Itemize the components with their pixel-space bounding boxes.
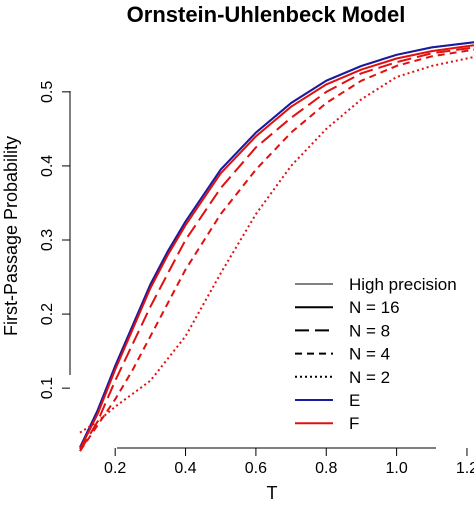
series-line-1 — [79, 41, 474, 448]
plot-area — [79, 41, 474, 452]
series-line-3 — [79, 46, 474, 452]
y-tick-label: 0.3 — [39, 229, 56, 251]
legend-label: High precision — [349, 275, 457, 294]
x-tick-label: 0.6 — [245, 460, 267, 477]
x-ticks: 0.2 0.4 0.6 0.8 1.0 1.2 — [104, 448, 474, 477]
x-tick-label: 0.8 — [315, 460, 337, 477]
chart-title: Ornstein-Uhlenbeck Model — [127, 2, 406, 27]
legend: High precision N = 16 N = 8 N = 4 N = 2 EF — [295, 275, 457, 433]
legend-label: E — [349, 391, 360, 410]
legend-label: N = 2 — [349, 368, 390, 387]
legend-label: N = 4 — [349, 345, 390, 364]
legend-label: N = 8 — [349, 321, 390, 340]
series-line-5 — [79, 56, 474, 434]
y-axis-label: First-Passage Probability — [1, 136, 21, 336]
legend-label: F — [349, 414, 359, 433]
x-tick-label: 1.0 — [385, 460, 407, 477]
series-line-4 — [79, 48, 474, 452]
x-tick-label: 0.2 — [104, 460, 126, 477]
series-line-0 — [79, 41, 474, 448]
x-axis-label: T — [267, 483, 278, 503]
y-ticks: 0.1 0.2 0.3 0.4 0.5 — [39, 81, 70, 399]
legend-label: N = 16 — [349, 298, 400, 317]
x-tick-label: 1.2 — [456, 460, 474, 477]
y-tick-label: 0.1 — [39, 377, 56, 399]
y-tick-label: 0.2 — [39, 303, 56, 325]
x-tick-label: 0.4 — [174, 460, 196, 477]
series-line-2 — [79, 44, 474, 450]
y-tick-label: 0.4 — [39, 155, 56, 177]
y-tick-label: 0.5 — [39, 81, 56, 103]
